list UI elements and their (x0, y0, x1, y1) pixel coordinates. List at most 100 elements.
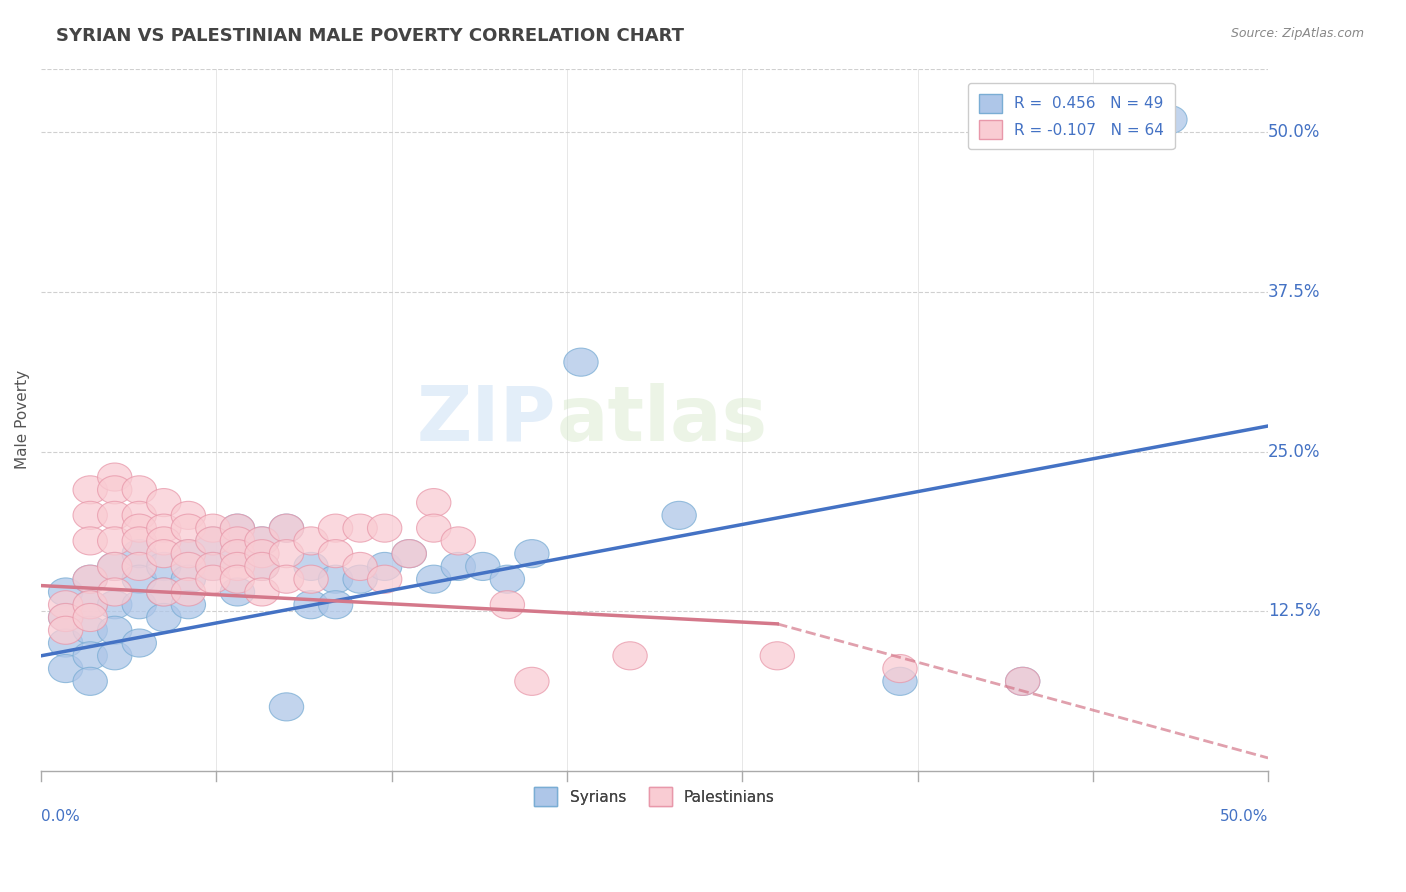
Ellipse shape (245, 527, 280, 555)
Ellipse shape (73, 591, 107, 619)
Text: 50.0%: 50.0% (1219, 809, 1268, 824)
Ellipse shape (883, 667, 917, 696)
Ellipse shape (146, 604, 181, 632)
Ellipse shape (172, 540, 205, 567)
Ellipse shape (48, 578, 83, 606)
Ellipse shape (48, 616, 83, 644)
Ellipse shape (270, 540, 304, 567)
Ellipse shape (465, 552, 501, 581)
Ellipse shape (48, 655, 83, 682)
Text: 12.5%: 12.5% (1268, 602, 1320, 620)
Text: 50.0%: 50.0% (1268, 123, 1320, 141)
Ellipse shape (343, 514, 377, 542)
Ellipse shape (73, 641, 107, 670)
Text: SYRIAN VS PALESTINIAN MALE POVERTY CORRELATION CHART: SYRIAN VS PALESTINIAN MALE POVERTY CORRE… (56, 27, 685, 45)
Ellipse shape (195, 566, 231, 593)
Ellipse shape (122, 514, 156, 542)
Ellipse shape (662, 501, 696, 530)
Text: 25.0%: 25.0% (1268, 442, 1320, 460)
Ellipse shape (172, 566, 205, 593)
Ellipse shape (270, 514, 304, 542)
Ellipse shape (73, 566, 107, 593)
Ellipse shape (97, 463, 132, 491)
Ellipse shape (318, 591, 353, 619)
Ellipse shape (172, 514, 205, 542)
Ellipse shape (97, 501, 132, 530)
Ellipse shape (73, 527, 107, 555)
Ellipse shape (245, 552, 280, 581)
Ellipse shape (97, 475, 132, 504)
Ellipse shape (221, 540, 254, 567)
Legend: Syrians, Palestinians: Syrians, Palestinians (529, 781, 780, 813)
Ellipse shape (245, 552, 280, 581)
Ellipse shape (146, 527, 181, 555)
Ellipse shape (73, 616, 107, 644)
Ellipse shape (172, 540, 205, 567)
Ellipse shape (195, 514, 231, 542)
Ellipse shape (122, 501, 156, 530)
Ellipse shape (245, 578, 280, 606)
Ellipse shape (294, 591, 328, 619)
Ellipse shape (195, 527, 231, 555)
Ellipse shape (564, 348, 598, 376)
Ellipse shape (73, 591, 107, 619)
Text: ZIP: ZIP (418, 383, 557, 457)
Ellipse shape (416, 514, 451, 542)
Ellipse shape (122, 527, 156, 555)
Ellipse shape (172, 591, 205, 619)
Ellipse shape (221, 540, 254, 567)
Ellipse shape (172, 501, 205, 530)
Ellipse shape (294, 566, 328, 593)
Ellipse shape (318, 566, 353, 593)
Ellipse shape (221, 566, 254, 593)
Ellipse shape (294, 552, 328, 581)
Ellipse shape (221, 514, 254, 542)
Ellipse shape (392, 540, 426, 567)
Ellipse shape (73, 566, 107, 593)
Ellipse shape (97, 591, 132, 619)
Ellipse shape (97, 641, 132, 670)
Ellipse shape (245, 527, 280, 555)
Ellipse shape (122, 475, 156, 504)
Ellipse shape (122, 540, 156, 567)
Ellipse shape (416, 566, 451, 593)
Ellipse shape (270, 514, 304, 542)
Ellipse shape (318, 514, 353, 542)
Ellipse shape (392, 540, 426, 567)
Ellipse shape (73, 501, 107, 530)
Ellipse shape (146, 540, 181, 567)
Ellipse shape (48, 604, 83, 632)
Ellipse shape (1005, 667, 1040, 696)
Ellipse shape (294, 527, 328, 555)
Ellipse shape (122, 552, 156, 581)
Ellipse shape (367, 552, 402, 581)
Ellipse shape (221, 552, 254, 581)
Ellipse shape (122, 629, 156, 657)
Text: Source: ZipAtlas.com: Source: ZipAtlas.com (1230, 27, 1364, 40)
Ellipse shape (195, 552, 231, 581)
Ellipse shape (343, 552, 377, 581)
Ellipse shape (343, 566, 377, 593)
Ellipse shape (97, 578, 132, 606)
Ellipse shape (441, 552, 475, 581)
Ellipse shape (883, 655, 917, 682)
Ellipse shape (97, 552, 132, 581)
Ellipse shape (146, 578, 181, 606)
Ellipse shape (172, 578, 205, 606)
Ellipse shape (48, 629, 83, 657)
Ellipse shape (146, 578, 181, 606)
Ellipse shape (367, 566, 402, 593)
Ellipse shape (318, 540, 353, 567)
Ellipse shape (613, 641, 647, 670)
Ellipse shape (97, 527, 132, 555)
Ellipse shape (221, 578, 254, 606)
Ellipse shape (441, 527, 475, 555)
Ellipse shape (146, 514, 181, 542)
Ellipse shape (270, 693, 304, 721)
Ellipse shape (48, 604, 83, 632)
Ellipse shape (97, 552, 132, 581)
Ellipse shape (1005, 667, 1040, 696)
Y-axis label: Male Poverty: Male Poverty (15, 370, 30, 469)
Ellipse shape (97, 616, 132, 644)
Ellipse shape (1153, 105, 1187, 134)
